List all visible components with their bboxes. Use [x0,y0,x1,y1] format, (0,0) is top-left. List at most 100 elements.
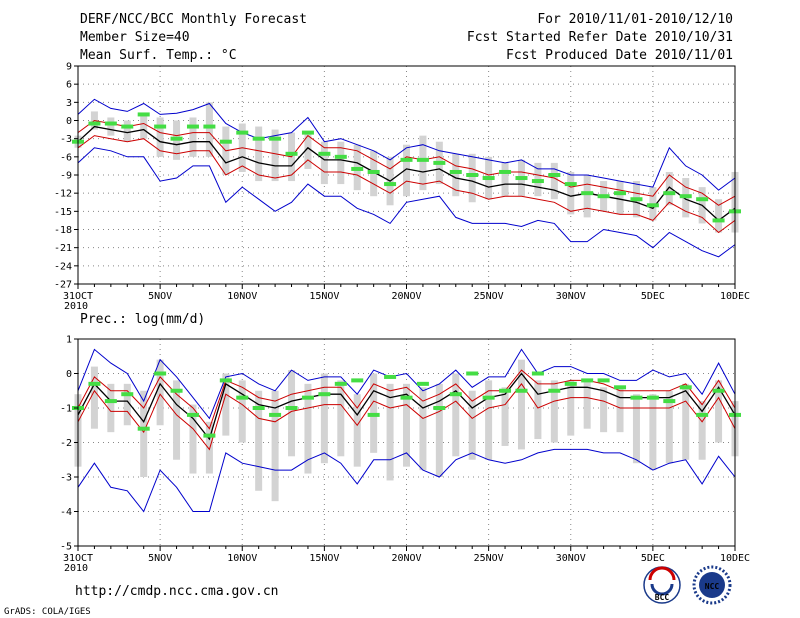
prec-xtick-label-1: 5NOV [148,553,172,564]
bcc-logo-text: BCC [655,593,670,602]
prec-obs-54 [449,392,462,397]
temp-ytick-label-11: -24 [54,261,72,272]
prec-xtick-label-2: 10NOV [227,553,257,564]
prec-box-57 [501,387,509,446]
prec-box-68 [682,383,690,460]
prec-obs-34 [121,392,134,397]
prec-obs-50 [384,374,397,379]
prec-box-50 [386,383,394,481]
prec-obs-55 [466,371,479,376]
prec-ytick-label-0: 1 [66,335,72,346]
temp-ytick-label-7: -12 [54,189,72,200]
prec-xtick-label-3: 15NOV [309,553,339,564]
prec-obs-32 [88,381,101,386]
prec-box-38 [189,404,197,474]
prec-obs-48 [351,378,364,383]
prec-obs-40 [219,378,232,383]
temp-ytick-label-9: -18 [54,225,72,236]
member-size-label: Member Size=40 [80,30,190,45]
prec-box-60 [550,380,558,443]
temp-obs-67 [663,191,676,196]
fcst-produced-label: Fcst Produced Date 2010/11/01 [506,48,733,63]
temp-series-lower-spread [77,135,736,234]
prec-obs-56 [482,395,495,400]
temp-box-61 [567,171,575,215]
temp-ytick-label-10: -21 [54,243,72,254]
temp-obs-51 [400,157,413,162]
prec-obs-44 [285,406,298,410]
temp-obs-53 [433,160,446,165]
temp-obs-50 [384,182,397,187]
prec-box-69 [698,401,706,460]
prec-obs-66 [646,395,659,400]
prec-obs-43 [269,412,282,417]
temp-obs-43 [269,136,282,141]
temp-obs-32 [88,121,101,126]
temp-obs-45 [301,130,314,135]
temp-obs-47 [334,154,347,159]
prec-obs-46 [318,392,331,397]
grads-credit: GrADS: COLA/IGES [4,607,91,617]
prec-ytick-label-5: -4 [60,507,72,518]
temp-ytick-label-12: -27 [54,280,72,291]
prec-obs-52 [416,381,429,386]
temp-obs-55 [466,173,479,177]
prec-box-47 [337,380,345,457]
temp-obs-40 [219,139,232,144]
temp-ytick-label-8: -15 [54,207,72,218]
temp-ytick-label-4: -3 [60,134,72,145]
temp-obs-70 [712,218,725,223]
temp-series-upper-spread [77,119,736,206]
prec-obs-59 [531,371,544,376]
prec-obs-69 [696,412,709,417]
prec-box-33 [107,383,115,433]
bcc-logo: BCC [643,566,681,604]
temp-box-57 [501,162,509,197]
temp-ytick-label-3: 0 [66,116,72,127]
footer-url[interactable]: http://cmdp.ncc.cma.gov.cn [75,584,279,599]
prec-obs-60 [548,388,561,393]
prec-ytick-label-4: -3 [60,473,72,484]
prec-box-65 [632,394,640,464]
temp-obs-37 [170,136,183,141]
temp-series-upper [77,98,736,191]
prec-box-55 [468,390,476,460]
prec-obs-57 [499,388,512,393]
temp-obs-61 [564,182,577,187]
temp-xtick-label-0: 31OCT [63,291,93,302]
temp-obs-39 [203,124,216,129]
prec-ytick-label-1: 0 [66,369,72,380]
prec-box-66 [649,394,657,471]
prec-xtick-label-0: 31OCT [63,553,93,564]
prec-box-54 [452,373,460,457]
temp-obs-62 [581,191,594,196]
temp-obs-33 [104,121,117,126]
temp-obs-34 [121,124,134,129]
prec-ytick-label-6: -5 [60,542,72,553]
prec-obs-70 [712,388,725,393]
prec-obs-36 [154,371,167,376]
temp-obs-42 [252,136,265,141]
temp-obs-63 [597,194,610,199]
temp-obs-57 [499,169,512,174]
temp-obs-65 [630,197,643,202]
prec-obs-33 [104,399,117,404]
prec-obs-61 [564,381,577,386]
prec-obs-49 [367,412,380,417]
prec-xtick-label-5: 25NOV [474,553,504,564]
temp-xtick-label-8: 10DEC [720,291,750,302]
prec-box-52 [419,387,427,471]
temp-box-43 [271,129,279,182]
temp-ytick-label-0: 9 [66,62,72,73]
prec-obs-37 [170,388,183,393]
temp-box-64 [616,181,624,215]
prec-box-40 [222,373,230,436]
ncc-logo: NCC [692,565,732,605]
prec-box-34 [123,383,131,426]
prec-obs-51 [400,395,413,400]
temp-obs-66 [646,203,659,208]
temp-box-54 [452,153,460,197]
temp-box-35 [140,114,148,139]
prec-box-43 [271,390,279,502]
